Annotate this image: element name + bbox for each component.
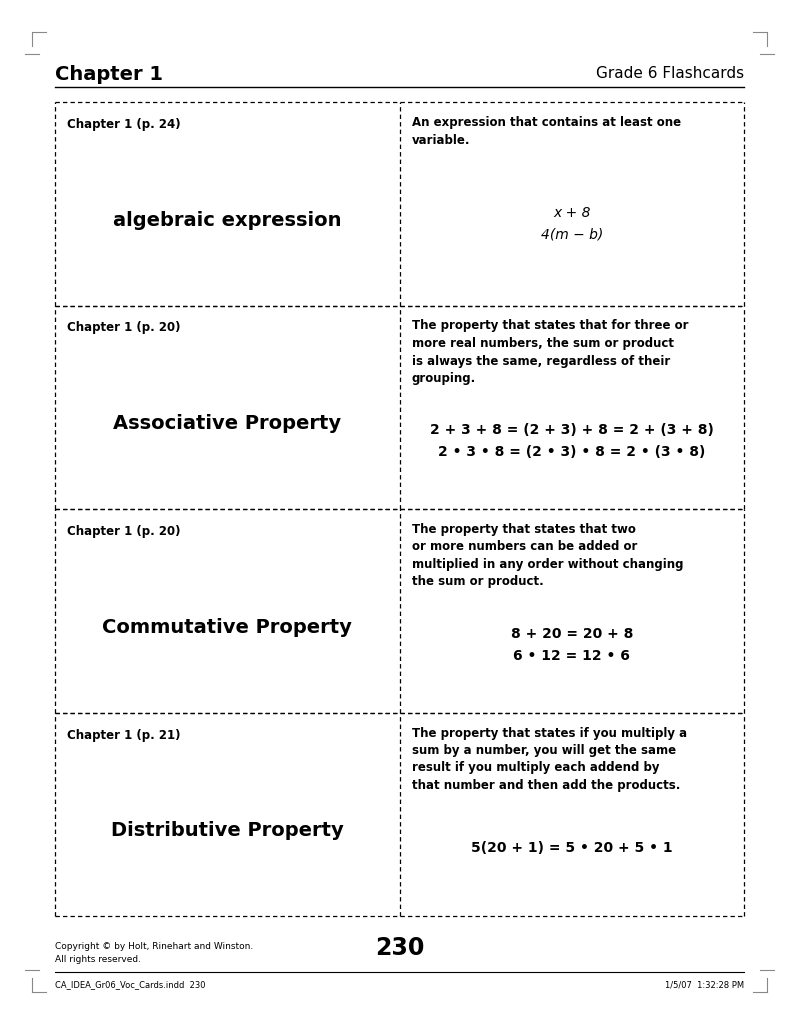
Text: CA_IDEA_Gr06_Voc_Cards.indd  230: CA_IDEA_Gr06_Voc_Cards.indd 230: [55, 980, 205, 989]
Text: The property that states that two
or more numbers can be added or
multiplied in : The property that states that two or mor…: [411, 523, 683, 589]
Text: Commutative Property: Commutative Property: [102, 617, 352, 637]
Text: Associative Property: Associative Property: [113, 414, 341, 433]
Text: 1/5/07  1:32:28 PM: 1/5/07 1:32:28 PM: [665, 980, 744, 989]
Text: Chapter 1 (p. 21): Chapter 1 (p. 21): [67, 728, 181, 741]
Text: The property that states that for three or
more real numbers, the sum or product: The property that states that for three …: [411, 319, 688, 385]
Text: 230: 230: [375, 936, 424, 961]
Text: Chapter 1 (p. 24): Chapter 1 (p. 24): [67, 118, 181, 131]
Text: Chapter 1 (p. 20): Chapter 1 (p. 20): [67, 322, 181, 335]
Text: 4(m − b): 4(m − b): [541, 227, 603, 242]
Text: x + 8: x + 8: [553, 206, 590, 220]
Text: 6 • 12 = 12 • 6: 6 • 12 = 12 • 6: [513, 649, 630, 663]
Text: 5(20 + 1) = 5 • 20 + 5 • 1: 5(20 + 1) = 5 • 20 + 5 • 1: [471, 842, 673, 855]
Text: Copyright © by Holt, Rinehart and Winston.
All rights reserved.: Copyright © by Holt, Rinehart and Winsto…: [55, 942, 253, 964]
Text: Chapter 1 (p. 20): Chapter 1 (p. 20): [67, 525, 181, 538]
Text: algebraic expression: algebraic expression: [113, 211, 341, 229]
Text: 2 • 3 • 8 = (2 • 3) • 8 = 2 • (3 • 8): 2 • 3 • 8 = (2 • 3) • 8 = 2 • (3 • 8): [438, 445, 706, 459]
Text: Distributive Property: Distributive Property: [111, 821, 344, 840]
Text: 2 + 3 + 8 = (2 + 3) + 8 = 2 + (3 + 8): 2 + 3 + 8 = (2 + 3) + 8 = 2 + (3 + 8): [430, 423, 714, 437]
Text: 8 + 20 = 20 + 8: 8 + 20 = 20 + 8: [511, 627, 633, 641]
Text: An expression that contains at least one
variable.: An expression that contains at least one…: [411, 116, 681, 146]
Text: The property that states if you multiply a
sum by a number, you will get the sam: The property that states if you multiply…: [411, 726, 686, 792]
Text: Grade 6 Flashcards: Grade 6 Flashcards: [596, 67, 744, 82]
Text: Chapter 1: Chapter 1: [55, 65, 163, 84]
